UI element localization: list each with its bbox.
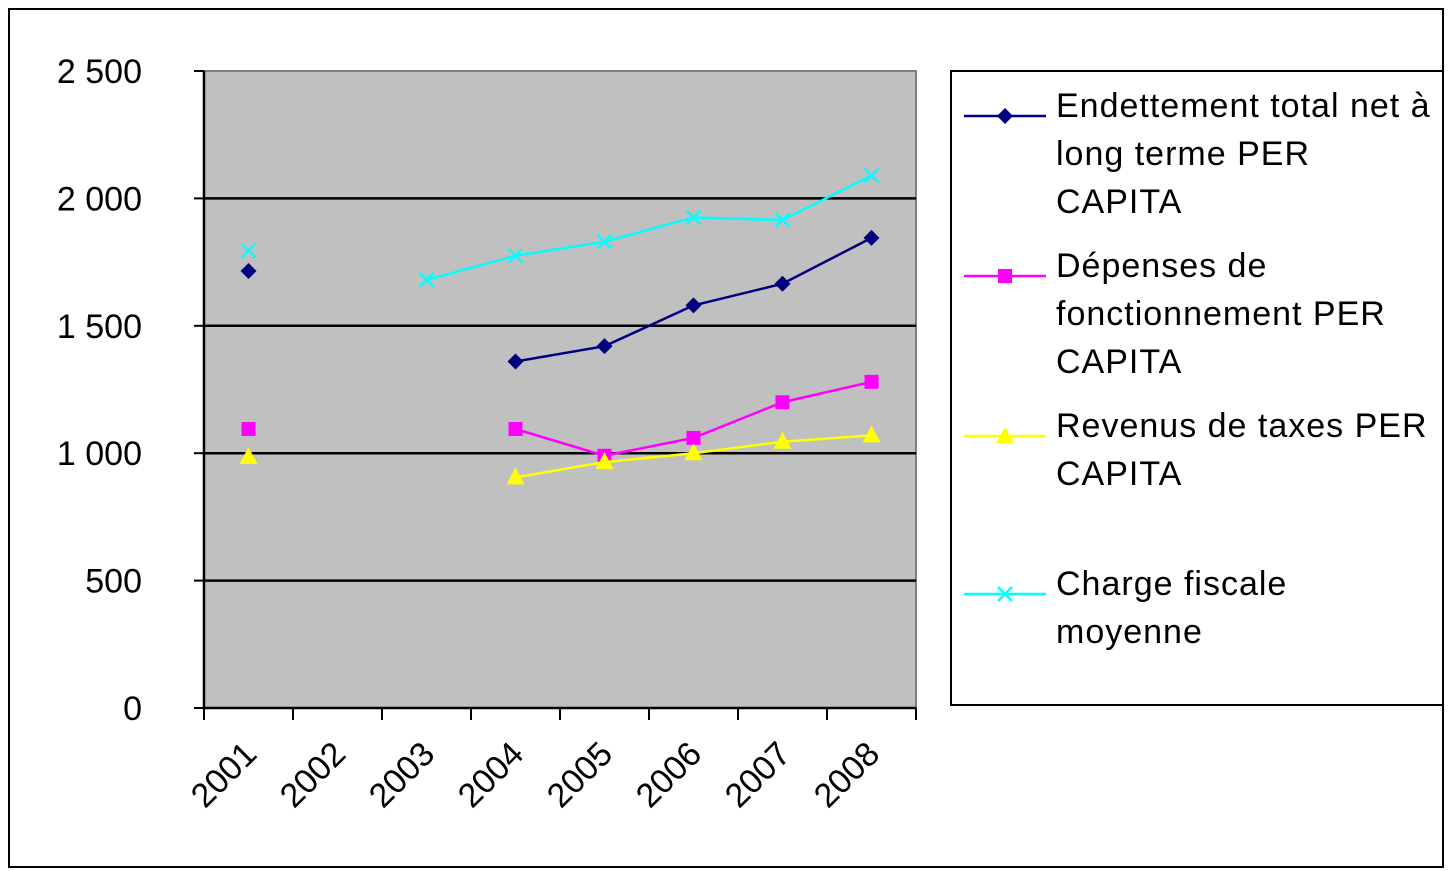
data-point-x [685,209,702,226]
x-tick-label: 2002 [273,735,353,815]
data-point-diamond [774,275,791,292]
series-line-segment [515,427,605,457]
data-point-square [686,430,701,445]
series-line-segment [515,460,605,479]
x-tick-label: 2004 [451,735,531,815]
legend-marker-square [964,269,1046,283]
series-line-segment [515,240,605,257]
data-point-triangle [773,431,792,449]
plot-area [203,70,917,709]
y-tick-label: 1 000 [57,435,142,473]
data-point-triangle [239,447,258,465]
y-tick-label: 2 500 [57,53,142,91]
data-point-triangle [595,452,614,470]
data-point-x [418,272,435,288]
legend-marker-triangle [964,427,1046,443]
data-point-diamond [863,229,880,246]
x-tick-label: 2006 [629,735,709,815]
data-point-x [507,247,524,264]
series-line-segment [693,282,783,307]
data-point-triangle [862,425,881,443]
series-line-segment [781,236,873,285]
data-point-diamond [596,338,613,355]
legend-marker-diamond [964,108,1046,124]
legend-label: Charge fiscale moyenne [1056,565,1288,651]
x-tick-label: 2005 [540,735,620,815]
series-line-segment [781,174,873,222]
series-line-segment [604,216,694,243]
x-tick-label: 2003 [362,735,442,815]
legend-marker-x [964,586,1046,602]
data-point-triangle [506,467,525,485]
y-tick-label: 1 500 [57,308,142,346]
legend-item-revenus: Revenus de taxes PER CAPITA [952,402,1442,512]
data-point-diamond [507,353,524,370]
y-tick-label: 0 [123,690,142,728]
data-point-square [241,421,256,436]
data-point-square [775,395,790,410]
x-tick-label: 2008 [807,735,887,815]
data-point-triangle [684,443,703,461]
series-line-segment [603,304,695,348]
data-point-square [864,374,879,389]
legend-label: Endettement total net à long terme PER C… [1056,87,1431,221]
legend: Endettement total net à long terme PER C… [950,70,1444,706]
data-point-x [240,242,257,259]
series-line-segment [693,216,783,222]
legend-item-charge: Charge fiscale moyenne [952,560,1442,670]
data-point-x [774,212,791,228]
data-point-x [596,233,613,250]
y-tick-label: 2 000 [57,180,142,218]
x-tick-label: 2001 [184,735,264,815]
data-point-diamond [240,263,257,280]
series-line-segment [693,440,783,455]
legend-label: Dépenses de fonctionnement PER CAPITA [1056,247,1386,381]
series-line-segment [782,434,872,443]
data-point-diamond [685,297,702,314]
legend-label: Revenus de taxes PER CAPITA [1056,407,1428,493]
series-line-segment [604,451,694,464]
series-line-segment [426,254,516,282]
data-point-square [508,421,523,436]
y-tick-label: 500 [85,563,142,601]
series-line-segment [604,436,694,457]
x-tick-label: 2007 [718,735,798,815]
legend-item-endettement: Endettement total net à long terme PER C… [952,82,1442,232]
series-line-segment [782,380,872,404]
legend-item-depenses: Dépenses de fonctionnement PER CAPITA [952,242,1442,392]
data-point-x [863,167,880,184]
series-line-segment [515,344,605,363]
series-line-segment [693,401,783,440]
